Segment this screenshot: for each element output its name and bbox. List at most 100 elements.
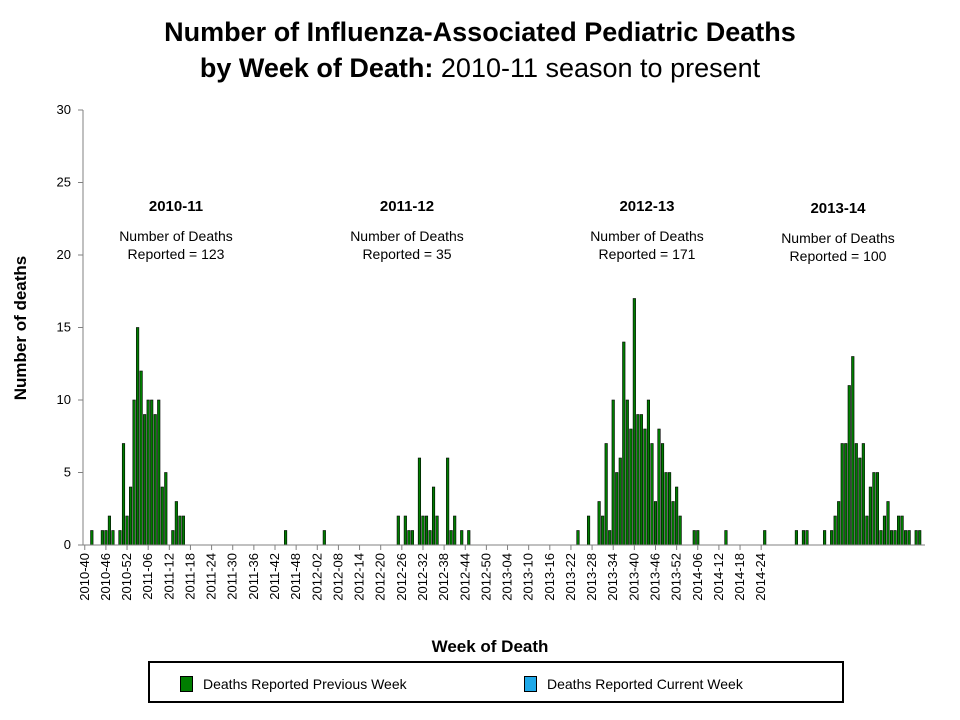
bar-previous-week	[861, 443, 865, 546]
bar-previous-week	[160, 486, 164, 546]
x-tick-label: 2011-12	[161, 553, 176, 600]
legend: Deaths Reported Previous Week Deaths Rep…	[148, 661, 844, 703]
legend-swatch-previous	[180, 676, 193, 692]
axes-group: 0 5 10 15 20 25 30 2010-40 2010-46 2010-52 2011-06…	[57, 102, 925, 601]
bar-previous-week	[604, 443, 608, 546]
season-annotation-2013-14: 2013-14 Number of Deaths Reported = 100	[728, 200, 948, 265]
title-line-2: by Week of Death: 2010-11 season to pres…	[0, 50, 960, 86]
bar-previous-week	[453, 515, 457, 546]
season-name: 2013-14	[810, 200, 866, 217]
season-annotation-2010-11: 2010-11 Number of Deaths Reported = 123	[66, 198, 286, 263]
bar-previous-week	[837, 501, 841, 546]
bar-previous-week	[428, 530, 432, 546]
bar-previous-week	[897, 515, 901, 546]
x-tick-label: 2013-46	[647, 553, 662, 601]
x-tick-label: 2013-16	[542, 553, 557, 601]
bar-previous-week	[171, 530, 175, 546]
x-tick-label: 2012-44	[457, 553, 472, 601]
bar-previous-week	[639, 414, 643, 546]
x-tick-label: 2012-14	[352, 553, 367, 601]
legend-item-current: Deaths Reported Current Week	[524, 676, 743, 692]
bar-previous-week	[129, 486, 133, 546]
x-tick-label: 2012-32	[415, 553, 430, 601]
bar-previous-week	[139, 370, 143, 546]
x-tick-label: 2011-48	[288, 553, 303, 600]
bar-previous-week	[174, 501, 178, 546]
x-tick-label: 2013-52	[669, 553, 684, 601]
bar-previous-week	[904, 530, 908, 546]
bar-previous-week	[657, 428, 661, 546]
y-tick-label: 20	[57, 247, 71, 262]
bar-previous-week	[132, 399, 136, 546]
bar-previous-week	[467, 530, 471, 546]
bar-previous-week	[625, 399, 629, 546]
bar-previous-week	[107, 515, 111, 546]
bar-previous-week	[601, 515, 605, 546]
season-name: 2012-13	[619, 198, 675, 215]
x-tick-label: 2012-02	[309, 553, 324, 601]
bar-previous-week	[597, 501, 601, 546]
x-tick-label: 2011-42	[267, 553, 282, 600]
x-tick-label: 2012-20	[373, 553, 388, 601]
bar-previous-week	[410, 530, 414, 546]
y-tick-label: 15	[57, 320, 71, 335]
bar-previous-week	[407, 530, 411, 546]
legend-label-current: Deaths Reported Current Week	[547, 676, 743, 692]
x-tick-label: 2012-38	[436, 553, 451, 601]
bar-previous-week	[882, 515, 887, 546]
x-tick-label: 2011-30	[225, 553, 240, 600]
season-deaths-count: Reported = 100	[789, 248, 887, 264]
chart-title: Number of Influenza-Associated Pediatric…	[0, 14, 960, 86]
season-deaths-label: Number of Deaths	[350, 228, 464, 244]
legend-swatch-current	[524, 676, 537, 692]
season-annotation-2011-12: 2011-12 Number of Deaths Reported = 35	[297, 198, 517, 263]
bar-previous-week	[622, 341, 626, 546]
x-tick-label: 2011-36	[246, 553, 261, 600]
bar-previous-week	[675, 486, 679, 546]
season-deaths-label: Number of Deaths	[119, 228, 233, 244]
bar-previous-week	[431, 486, 436, 546]
bar-previous-week	[632, 298, 636, 546]
bar-previous-week	[143, 414, 147, 546]
bar-previous-week	[121, 443, 126, 546]
bar-previous-week	[111, 530, 115, 546]
bar-previous-week	[629, 428, 633, 546]
season-deaths-label: Number of Deaths	[590, 228, 704, 244]
x-tick-label: 2012-26	[394, 553, 409, 601]
bar-previous-week	[615, 472, 619, 546]
bar-previous-week	[608, 530, 612, 546]
bar-previous-week	[646, 399, 650, 546]
bar-previous-week	[844, 443, 848, 546]
bar-previous-week	[854, 443, 858, 546]
x-tick-label: 2013-40	[626, 553, 641, 601]
bar-previous-week	[918, 530, 922, 546]
bar-previous-week	[851, 356, 855, 546]
legend-label-previous: Deaths Reported Previous Week	[203, 676, 407, 692]
x-tick-label: 2012-08	[330, 553, 345, 601]
x-tick-label: 2013-04	[500, 553, 515, 601]
bar-previous-week	[805, 530, 809, 546]
bar-previous-week	[104, 530, 108, 546]
bar-previous-week	[668, 472, 672, 546]
season-deaths-count: Reported = 35	[362, 246, 452, 262]
bar-previous-week	[100, 530, 104, 546]
x-tick-label: 2010-52	[119, 553, 134, 601]
bar-previous-week	[90, 530, 94, 546]
bar-previous-week	[868, 486, 872, 546]
bar-previous-week	[914, 530, 918, 546]
title-line-1: Number of Influenza-Associated Pediatric…	[164, 17, 796, 47]
bar-previous-week	[830, 530, 834, 546]
bar-previous-week	[576, 530, 580, 546]
x-tick-label: 2013-34	[605, 553, 620, 601]
bar-previous-week	[886, 501, 890, 546]
bar-previous-week	[678, 515, 682, 546]
title-line-2-rest: 2010-11 season to present	[433, 53, 761, 83]
bar-previous-week	[421, 515, 425, 546]
y-tick-label: 0	[64, 537, 71, 552]
bar-previous-week	[865, 515, 869, 546]
x-tick-label: 2012-50	[478, 553, 493, 601]
bar-previous-week	[643, 428, 647, 546]
bar-previous-week	[435, 515, 439, 546]
season-annotation-2012-13: 2012-13 Number of Deaths Reported = 171	[537, 198, 757, 263]
x-tick-label: 2011-18	[182, 553, 197, 600]
